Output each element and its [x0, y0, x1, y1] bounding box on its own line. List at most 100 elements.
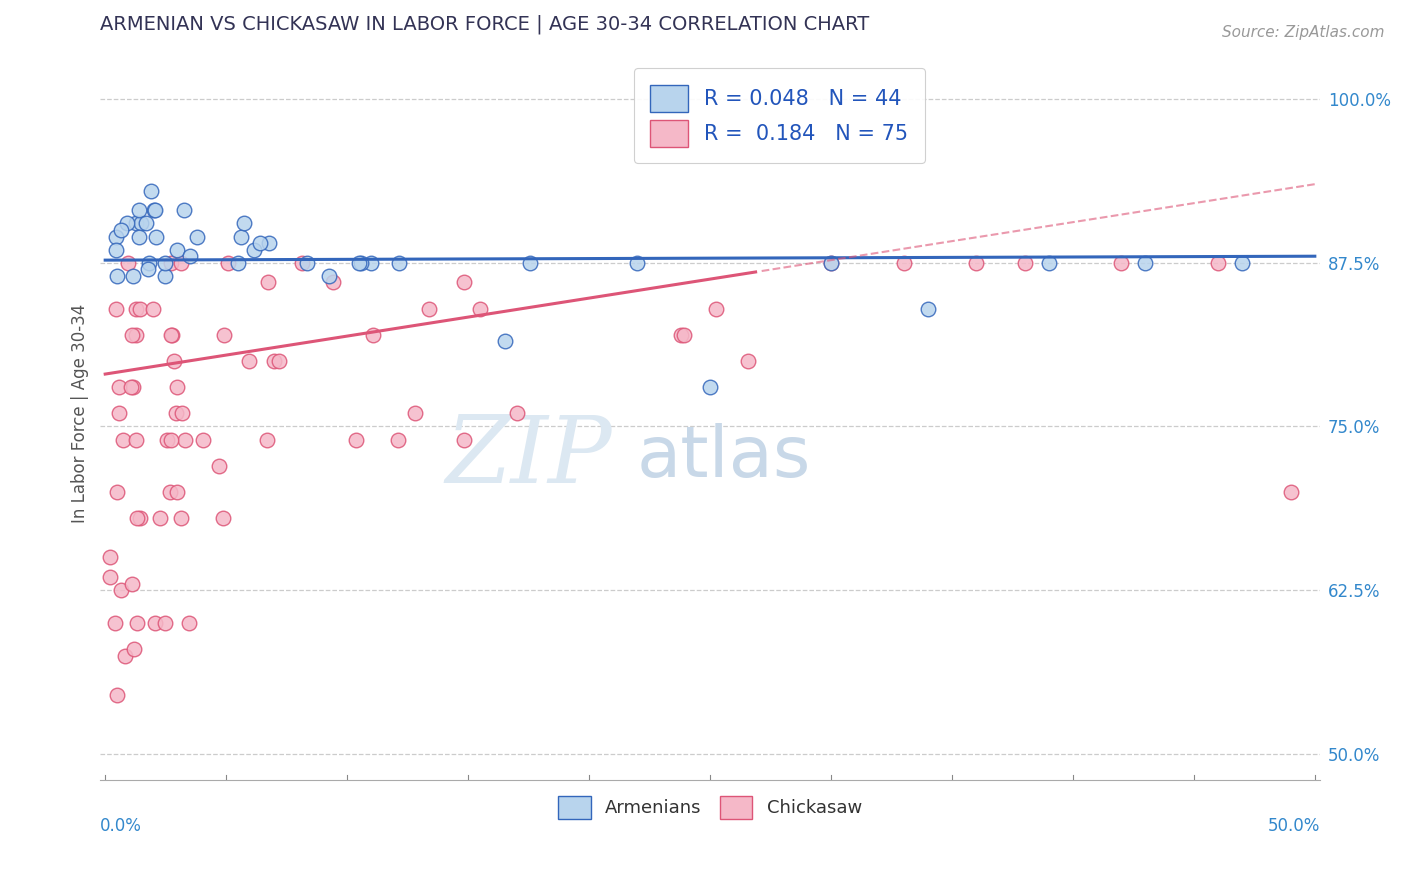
- Point: [347, 256, 370, 270]
- Point: [129, 217, 152, 231]
- Point: [626, 256, 648, 270]
- Point: [1232, 256, 1254, 270]
- Point: [917, 301, 939, 316]
- Point: [104, 243, 127, 257]
- Point: [155, 433, 177, 447]
- Point: [267, 354, 290, 368]
- Point: [893, 256, 915, 270]
- Point: [166, 380, 188, 394]
- Point: [121, 268, 143, 283]
- Point: [105, 485, 128, 500]
- Point: [121, 576, 143, 591]
- Point: [350, 256, 373, 270]
- Point: [232, 217, 254, 231]
- Point: [179, 615, 201, 630]
- Point: [128, 229, 150, 244]
- Point: [166, 485, 188, 500]
- Point: [149, 511, 172, 525]
- Point: [114, 648, 136, 663]
- Point: [143, 203, 166, 218]
- Text: atlas: atlas: [637, 423, 811, 491]
- Point: [125, 615, 148, 630]
- Point: [404, 406, 426, 420]
- Point: [257, 276, 280, 290]
- Y-axis label: In Labor Force | Age 30-34: In Labor Force | Age 30-34: [72, 304, 89, 523]
- Point: [121, 327, 143, 342]
- Point: [179, 249, 201, 263]
- Point: [170, 256, 193, 270]
- Point: [98, 550, 121, 565]
- Point: [346, 433, 368, 447]
- Point: [124, 642, 146, 657]
- Point: [186, 229, 208, 244]
- Point: [1038, 256, 1060, 270]
- Point: [453, 433, 475, 447]
- Point: [117, 256, 139, 270]
- Point: [388, 256, 411, 270]
- Point: [238, 354, 260, 368]
- Point: [153, 615, 176, 630]
- Point: [160, 256, 183, 270]
- Text: ZIP: ZIP: [446, 412, 613, 502]
- Point: [104, 301, 127, 316]
- Point: [110, 223, 132, 237]
- Point: [98, 570, 121, 584]
- Point: [105, 268, 128, 283]
- Point: [125, 433, 148, 447]
- Point: [387, 433, 409, 447]
- Point: [212, 327, 235, 342]
- Point: [672, 327, 695, 342]
- Point: [243, 243, 266, 257]
- Point: [124, 301, 146, 316]
- Point: [145, 229, 167, 244]
- Point: [318, 268, 340, 283]
- Point: [322, 276, 344, 290]
- Point: [143, 615, 166, 630]
- Point: [139, 184, 162, 198]
- Point: [135, 217, 157, 231]
- Point: [166, 243, 188, 257]
- Point: [1014, 256, 1036, 270]
- Point: [125, 217, 148, 231]
- Point: [136, 262, 159, 277]
- Point: [138, 256, 160, 270]
- Point: [257, 236, 280, 251]
- Point: [704, 301, 727, 316]
- Point: [231, 229, 253, 244]
- Point: [142, 301, 165, 316]
- Point: [172, 406, 194, 420]
- Point: [669, 327, 692, 342]
- Point: [124, 327, 146, 342]
- Point: [217, 256, 239, 270]
- Point: [965, 256, 987, 270]
- Point: [160, 327, 183, 342]
- Text: 0.0%: 0.0%: [100, 817, 142, 835]
- Point: [170, 511, 193, 525]
- Point: [519, 256, 541, 270]
- Point: [115, 217, 138, 231]
- Legend: Armenians, Chickasaw: Armenians, Chickasaw: [551, 789, 869, 826]
- Point: [163, 354, 186, 368]
- Point: [1279, 485, 1302, 500]
- Point: [105, 688, 128, 702]
- Point: [470, 301, 492, 316]
- Point: [361, 327, 384, 342]
- Point: [107, 406, 129, 420]
- Point: [159, 485, 181, 500]
- Point: [160, 327, 183, 342]
- Point: [506, 406, 529, 420]
- Point: [104, 615, 127, 630]
- Point: [122, 380, 145, 394]
- Point: [737, 354, 759, 368]
- Point: [494, 334, 516, 349]
- Point: [160, 433, 183, 447]
- Point: [129, 301, 152, 316]
- Point: [129, 511, 152, 525]
- Point: [174, 433, 197, 447]
- Point: [173, 203, 195, 218]
- Point: [143, 203, 166, 218]
- Point: [291, 256, 314, 270]
- Point: [418, 301, 440, 316]
- Point: [360, 256, 382, 270]
- Point: [112, 433, 135, 447]
